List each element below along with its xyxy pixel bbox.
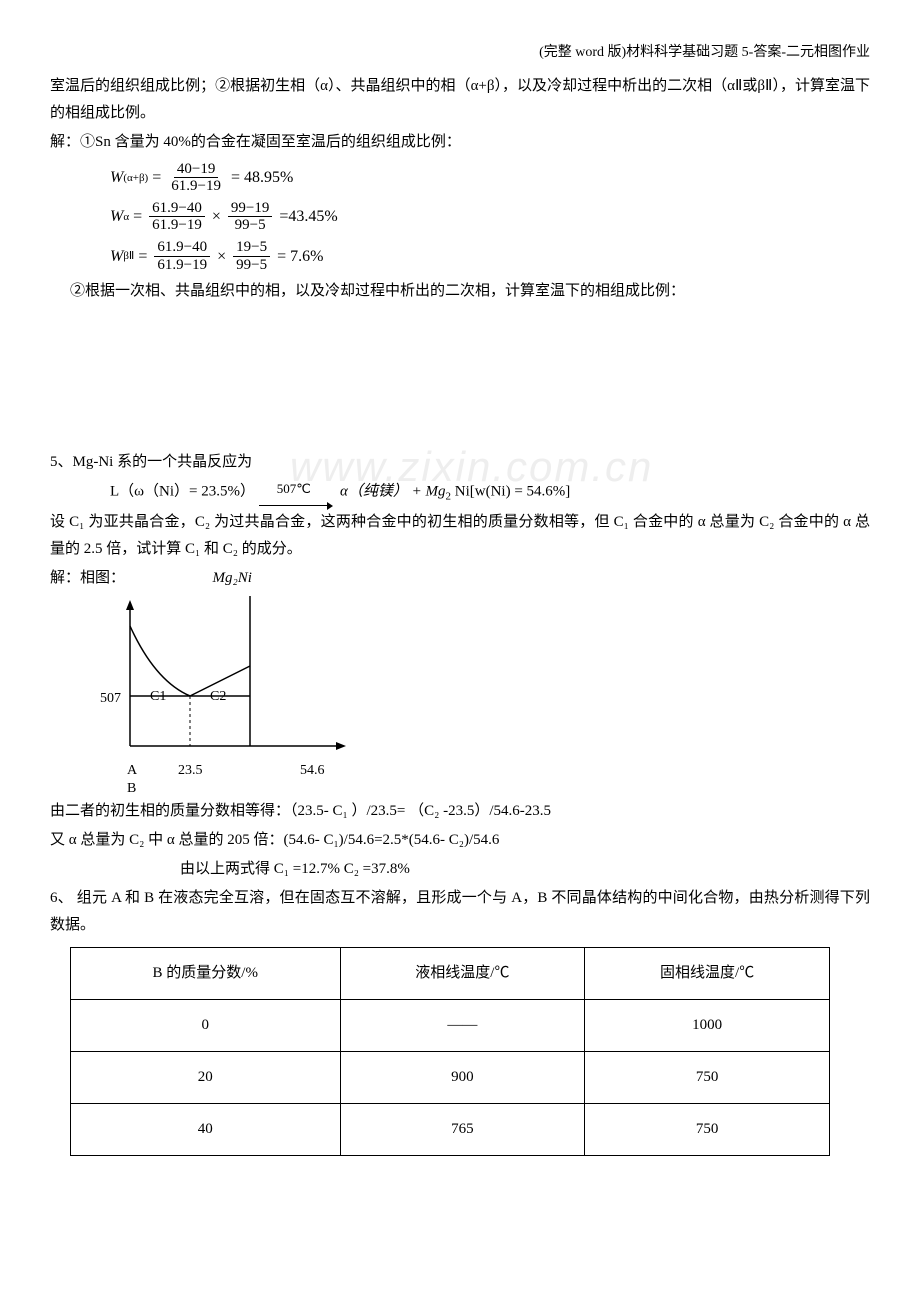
calc-line-1: 由二者的初生相的质量分数相等得：（23.5- C₁ ）/23.5= （C₂ -2… [50, 798, 870, 825]
th-2: 固相线温度/℃ [585, 947, 830, 999]
equation-1: W(α+β) = 40−1961.9−19 = 48.95% [110, 160, 870, 195]
solution-label-1: 解：①Sn 含量为 40%的合金在凝固至室温后的组织组成比例： [50, 129, 870, 156]
c1-label: C1 [150, 684, 166, 709]
calc-line-2: 又 α 总量为 C₂ 中 α 总量的 205 倍：(54.6- C₁)/54.6… [50, 827, 870, 854]
equation-block: W(α+β) = 40−1961.9−19 = 48.95% Wα = 61.9… [110, 160, 870, 274]
solution-label-2: 解：相图： Mg₂Ni [50, 565, 870, 592]
calc-line-3: 由以上两式得 C₁ =12.7% C₂ =37.8% [180, 856, 870, 883]
c2-label: C2 [210, 684, 226, 709]
phase-diagram: 507 C1 C2 A B 23.5 54.6 [100, 596, 360, 796]
q5-title: 5、Mg-Ni 系的一个共晶反应为 [50, 449, 870, 476]
page-header: (完整 word 版)材料科学基础习题 5-答案-二元相图作业 [50, 40, 870, 65]
y-507: 507 [100, 686, 121, 711]
intro-paragraph: 室温后的组织组成比例；②根据初生相（α）、共晶组织中的相（α+β），以及冷却过程… [50, 73, 870, 127]
step-2-text: ②根据一次相、共晶组织中的相，以及冷却过程中析出的二次相，计算室温下的相组成比例… [70, 278, 870, 305]
table-row: 40 765 750 [71, 1103, 830, 1155]
table-row: 0 —— 1000 [71, 999, 830, 1051]
equation-3: WβⅡ = 61.9−4061.9−19 × 19−599−5 = 7.6% [110, 239, 870, 274]
x-54-6: 54.6 [300, 758, 325, 783]
table-body: 0 —— 1000 20 900 750 40 765 750 [71, 999, 830, 1155]
x-23-5: 23.5 [178, 758, 203, 783]
table-row: 20 900 750 [71, 1051, 830, 1103]
equation-2: Wα = 61.9−4061.9−19 × 99−1999−5 =43.45% [110, 199, 870, 234]
q6-text: 6、 组元 A 和 B 在液态完全互溶，但在固态互不溶解，且形成一个与 A，B … [50, 885, 870, 939]
th-0: B 的质量分数/% [71, 947, 341, 999]
q5-body: 设 C₁ 为亚共晶合金，C₂ 为过共晶合金，这两种合金中的初生相的质量分数相等，… [50, 509, 870, 563]
data-table: B 的质量分数/% 液相线温度/℃ 固相线温度/℃ 0 —— 1000 20 9… [70, 947, 830, 1156]
th-1: 液相线温度/℃ [340, 947, 585, 999]
reaction-equation: L（ω（Ni）= 23.5%） 507℃ α（纯镁） + Mg2 Ni[w(Ni… [110, 478, 870, 507]
blank-space [50, 307, 870, 447]
x-B: B [127, 776, 136, 801]
